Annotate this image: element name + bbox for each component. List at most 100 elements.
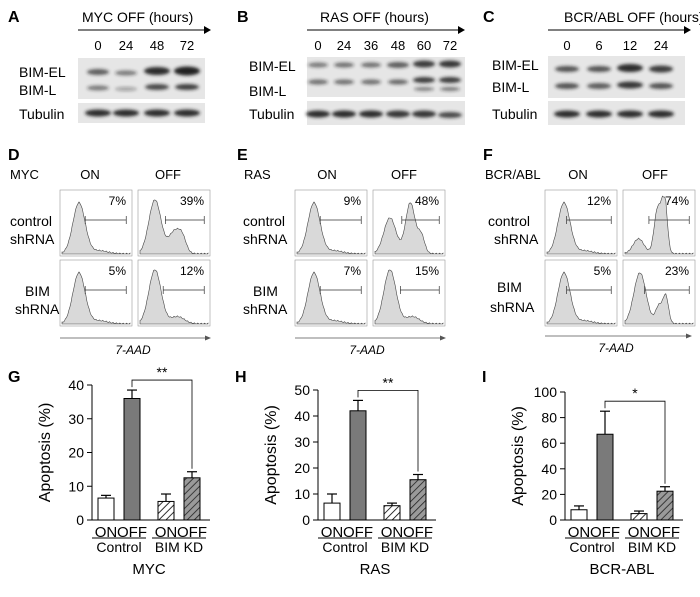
blot-c-bands xyxy=(554,64,674,118)
y-tick-label: 30 xyxy=(68,411,84,427)
flow-cytometry-row: D MYC ON OFF control shRNA BIM shRNA 7% 3… xyxy=(8,147,696,357)
blot-a-time: 48 xyxy=(150,38,164,53)
blot-c-time: 12 xyxy=(623,38,637,53)
x-category-label: OFF xyxy=(403,524,433,541)
flow-d-histogram xyxy=(61,201,131,255)
x-category-label: ON xyxy=(568,524,591,541)
blot-a-header: MYC OFF (hours) xyxy=(82,9,193,25)
y-axis-label: Apoptosis (%) xyxy=(37,403,54,503)
blot-c-arrowhead xyxy=(684,26,691,34)
flow-e-percentage: 9% xyxy=(344,194,362,208)
x-category-label: OFF xyxy=(343,524,373,541)
panel-letter-i: I xyxy=(482,369,486,386)
group-label: BIM KD xyxy=(155,539,203,555)
significance-marker: ** xyxy=(157,364,168,380)
y-tick-label: 10 xyxy=(294,486,310,502)
bar xyxy=(183,477,201,521)
flow-e-xaxis-arrowhead xyxy=(440,335,446,341)
blot-c-header: BCR/ABL OFF (hours) xyxy=(564,9,700,25)
x-axis-label: BCR-ABL xyxy=(589,561,654,578)
blot-a-time: 72 xyxy=(180,38,194,53)
blot-c-label: BIM-L xyxy=(492,79,530,95)
blot-a-label: Tubulin xyxy=(19,106,64,122)
y-tick-label: 20 xyxy=(541,486,557,502)
flow-f-xlabel: 7-AAD xyxy=(598,341,634,355)
bar xyxy=(97,497,115,521)
flow-e-histogram xyxy=(374,202,444,255)
panel-letter-d: D xyxy=(8,147,20,164)
flow-d-xaxis-arrowhead xyxy=(205,335,211,341)
blot-c-time: 0 xyxy=(563,38,570,53)
significance-marker: ** xyxy=(383,374,394,390)
bar xyxy=(157,500,175,521)
significance-bracket xyxy=(131,379,193,469)
flow-e-histogram xyxy=(374,269,444,325)
y-axis-label: Apoptosis (%) xyxy=(263,405,280,505)
y-tick-label: 40 xyxy=(541,461,557,477)
group-label: BIM KD xyxy=(628,539,676,555)
bar xyxy=(349,410,367,521)
blot-a-arrowhead xyxy=(204,26,211,34)
blot-a-label: BIM-EL xyxy=(19,64,66,80)
flow-d-row2-label: BIM xyxy=(25,283,50,299)
x-category-label: ON xyxy=(95,524,118,541)
blot-b-header: RAS OFF (hours) xyxy=(320,9,429,25)
blot-b-time: 60 xyxy=(417,38,431,53)
blot-c-label: Tubulin xyxy=(492,106,537,122)
significance-marker: * xyxy=(632,385,638,401)
flow-d-percentage: 12% xyxy=(180,264,204,278)
flow-f-xaxis-arrowhead xyxy=(686,333,692,339)
flow-e-row1-label: shRNA xyxy=(243,231,288,247)
flow-d-row1-label: shRNA xyxy=(10,231,55,247)
bar xyxy=(409,479,427,521)
flow-f-histogram xyxy=(546,271,616,325)
x-axis-label: RAS xyxy=(360,561,391,578)
flow-f-percentage: 12% xyxy=(587,194,611,208)
bar xyxy=(596,433,614,521)
flow-f-percentage: 23% xyxy=(665,264,689,278)
y-tick-label: 40 xyxy=(294,408,310,424)
flow-e-xlabel: 7-AAD xyxy=(349,343,385,357)
x-category-label: OFF xyxy=(650,524,680,541)
blot-b-label: BIM-EL xyxy=(249,58,296,74)
bar xyxy=(323,502,341,521)
flow-f-percentage: 74% xyxy=(665,194,689,208)
panel-letter-a: A xyxy=(8,9,20,26)
x-category-label: OFF xyxy=(117,524,147,541)
x-category-label: ON xyxy=(155,524,178,541)
blot-b-arrowhead xyxy=(458,26,465,34)
flow-d-histogram xyxy=(139,269,209,325)
y-tick-label: 10 xyxy=(68,478,84,494)
bar xyxy=(383,505,401,521)
blot-b-time: 0 xyxy=(314,38,321,53)
blot-c-time: 6 xyxy=(595,38,602,53)
y-tick-label: 50 xyxy=(294,382,310,398)
panel-letter-c: C xyxy=(483,9,495,26)
flow-f-histogram xyxy=(546,201,616,255)
flow-d-on: ON xyxy=(80,167,100,182)
bar xyxy=(656,490,674,521)
y-tick-label: 20 xyxy=(294,460,310,476)
blot-b-label: BIM-L xyxy=(249,83,287,99)
flow-f-row2-label: BIM xyxy=(497,279,522,295)
flow-d-oncogene: MYC xyxy=(10,167,39,182)
y-tick-label: 0 xyxy=(76,512,84,528)
flow-e-off: OFF xyxy=(391,167,417,182)
group-label: Control xyxy=(322,539,367,555)
blot-b-time: 48 xyxy=(391,38,405,53)
blot-a-tubulin-membrane xyxy=(78,103,205,123)
flow-e-row2-label: BIM xyxy=(253,283,278,299)
bar xyxy=(630,513,648,521)
panel-letter-f: F xyxy=(483,147,493,164)
flow-e-row2-label: shRNA xyxy=(243,301,288,317)
y-axis-label: Apoptosis (%) xyxy=(510,406,527,506)
flow-f-row2-label: shRNA xyxy=(490,299,535,315)
panel-letter-h: H xyxy=(235,369,247,386)
flow-e-histogram xyxy=(296,201,366,255)
flow-e-percentage: 7% xyxy=(344,264,362,278)
bar xyxy=(570,509,588,521)
blot-a-time: 0 xyxy=(94,38,101,53)
